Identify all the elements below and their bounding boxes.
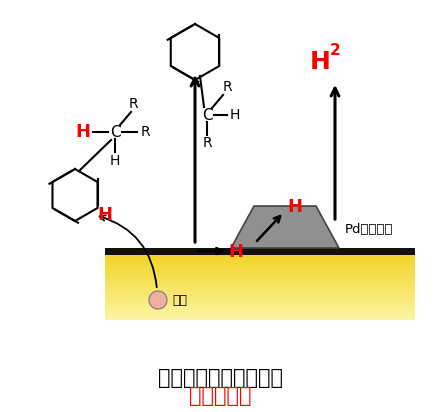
- Bar: [105, 266, 415, 268]
- Bar: [105, 300, 415, 302]
- Text: H: H: [310, 50, 331, 74]
- Bar: [105, 293, 415, 295]
- Bar: [105, 309, 415, 311]
- Text: 2: 2: [330, 42, 341, 58]
- Bar: [105, 295, 415, 297]
- Text: 同一粒子中の水素移動: 同一粒子中の水素移動: [158, 368, 282, 388]
- Bar: [105, 304, 415, 306]
- Bar: [105, 298, 415, 300]
- Circle shape: [149, 291, 167, 309]
- Bar: [105, 288, 415, 289]
- Bar: [105, 311, 415, 313]
- Polygon shape: [231, 206, 339, 248]
- Bar: [105, 282, 415, 284]
- Bar: [105, 250, 415, 252]
- Bar: [105, 315, 415, 316]
- Text: C: C: [110, 124, 120, 140]
- Bar: [105, 255, 415, 257]
- Text: 酸点: 酸点: [172, 293, 187, 307]
- Bar: [105, 306, 415, 307]
- Bar: [105, 264, 415, 266]
- Bar: [105, 248, 415, 250]
- Text: Pdナノ粒子: Pdナノ粒子: [345, 222, 393, 236]
- Bar: [105, 272, 415, 273]
- Bar: [105, 279, 415, 281]
- Bar: [105, 318, 415, 320]
- Bar: [105, 313, 415, 315]
- Bar: [105, 277, 415, 279]
- Bar: [105, 262, 415, 264]
- Bar: [105, 269, 415, 272]
- Bar: [105, 281, 415, 282]
- Bar: [105, 307, 415, 309]
- Bar: [105, 261, 415, 262]
- Text: H: H: [228, 243, 243, 261]
- Text: H: H: [230, 108, 240, 122]
- Text: R: R: [202, 136, 212, 150]
- Bar: [105, 286, 415, 288]
- Bar: [105, 275, 415, 277]
- Bar: [105, 253, 415, 255]
- Text: C: C: [202, 108, 213, 122]
- Bar: [105, 252, 415, 253]
- Text: H: H: [287, 198, 303, 216]
- Text: R: R: [222, 80, 232, 94]
- Bar: [105, 291, 415, 293]
- Bar: [105, 316, 415, 318]
- Text: R: R: [140, 125, 150, 139]
- Text: R: R: [128, 97, 138, 111]
- Bar: [105, 302, 415, 304]
- Bar: [105, 259, 415, 261]
- Text: H: H: [98, 206, 113, 224]
- Text: H: H: [76, 123, 91, 141]
- Bar: [105, 268, 415, 269]
- Bar: [105, 297, 415, 298]
- Bar: [105, 273, 415, 275]
- Bar: [105, 284, 415, 286]
- Text: H: H: [110, 154, 120, 168]
- Bar: [105, 248, 415, 255]
- Bar: [105, 257, 415, 259]
- Bar: [105, 289, 415, 291]
- Text: （短距離）: （短距離）: [189, 386, 251, 406]
